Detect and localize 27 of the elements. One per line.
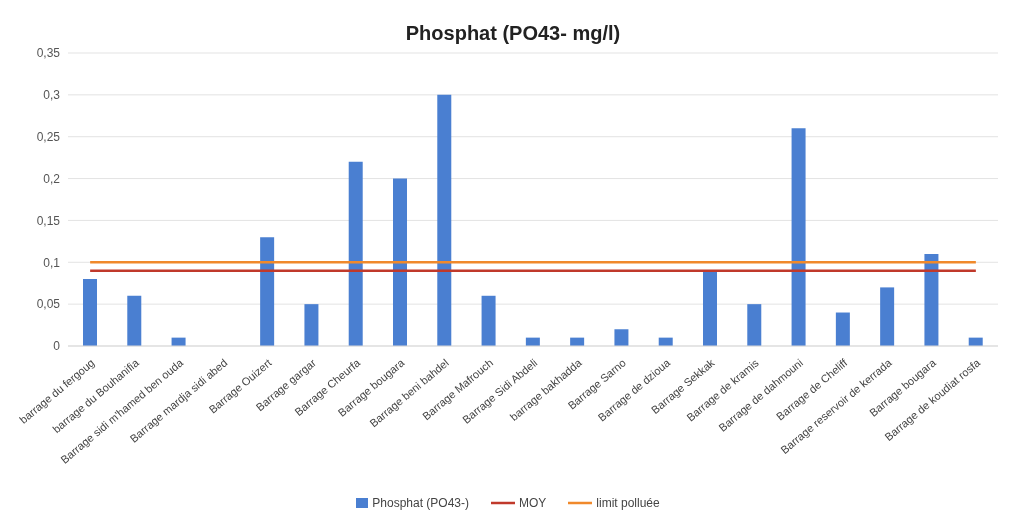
y-tick-label: 0,25 [36, 129, 61, 144]
bar [703, 270, 717, 346]
bar [747, 304, 762, 346]
bar [393, 178, 407, 346]
legend-label: limit polluée [595, 496, 660, 510]
bar [791, 128, 806, 346]
bar [127, 295, 142, 346]
bar [614, 329, 629, 346]
legend-label: Phosphat (PO43-) [371, 496, 469, 510]
bar [481, 295, 496, 346]
y-tick-label: 0,35 [36, 46, 61, 61]
bar [880, 287, 895, 346]
bar [924, 253, 939, 346]
y-tick-label: 0 [53, 339, 61, 354]
bar [304, 304, 319, 346]
y-tick-label: 0,05 [36, 297, 61, 312]
y-tick-label: 0,2 [43, 171, 61, 186]
bar [83, 279, 97, 346]
bar [437, 94, 452, 346]
bar [348, 161, 363, 346]
bar [835, 312, 850, 346]
legend-label: MOY [518, 496, 547, 510]
y-tick-label: 0,15 [36, 213, 61, 228]
y-tick-label: 0,1 [43, 255, 61, 270]
bar [260, 237, 275, 346]
y-tick-label: 0,3 [43, 88, 61, 103]
chart-title: Phosphat (PO43- mg/l) [404, 21, 622, 45]
